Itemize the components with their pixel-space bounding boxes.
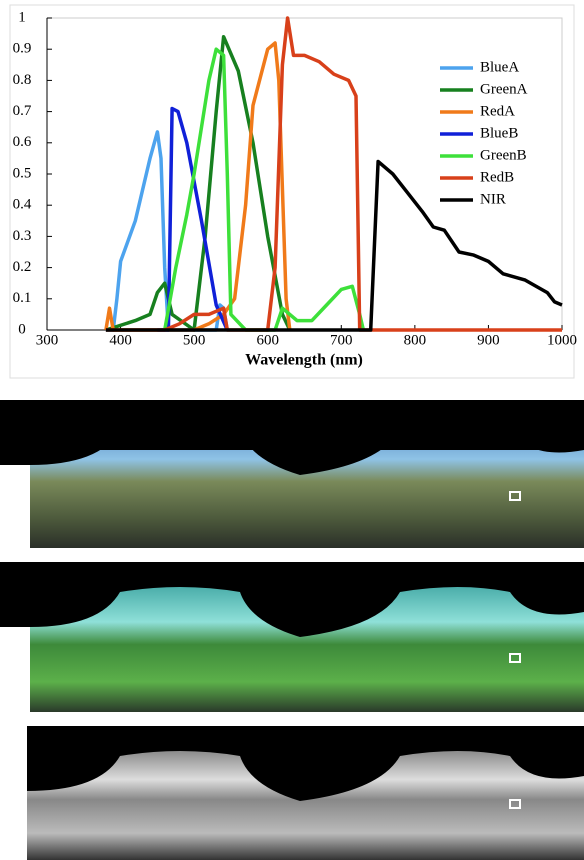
x-tick-label: 1000 bbox=[547, 332, 577, 348]
series-line bbox=[105, 16, 562, 332]
panel-1 bbox=[0, 400, 584, 548]
x-tick-label: 900 bbox=[477, 332, 500, 348]
panel-3 bbox=[27, 726, 584, 860]
chart: Wavelength (nm) 0 0.1 0.2 0.3 0.4 0.5 0.6 0.7 0.… bbox=[9, 4, 577, 379]
x-tick-label: 700 bbox=[330, 332, 353, 348]
y-tick-label: 0.4 bbox=[13, 197, 32, 213]
legend-label: GreenB bbox=[480, 147, 527, 163]
image-panels bbox=[0, 400, 584, 860]
legend-label: RedA bbox=[480, 103, 515, 119]
x-tick-label: 800 bbox=[404, 332, 427, 348]
series-line bbox=[105, 159, 563, 332]
legend-label: NIR bbox=[480, 191, 506, 207]
y-tick-label: 0.6 bbox=[13, 134, 32, 150]
y-tick-label: 0 bbox=[18, 321, 26, 337]
legend-label: BlueB bbox=[480, 125, 518, 141]
series-line bbox=[157, 106, 229, 332]
panel-2 bbox=[0, 562, 584, 712]
x-tick-label: 600 bbox=[256, 332, 279, 348]
y-tick-label: 0.2 bbox=[13, 259, 32, 275]
y-tick-label: 0.9 bbox=[13, 41, 32, 57]
x-tick-label: 500 bbox=[183, 332, 206, 348]
y-tick-label: 0.8 bbox=[13, 72, 32, 88]
y-tick-label: 0.1 bbox=[13, 290, 32, 306]
y-tick-label: 0.7 bbox=[13, 103, 32, 119]
x-tick-label: 300 bbox=[36, 332, 59, 348]
y-tick-label: 1 bbox=[18, 9, 26, 25]
legend-label: GreenA bbox=[480, 81, 528, 97]
legend-label: RedB bbox=[480, 169, 514, 185]
x-axis-title: Wavelength (nm) bbox=[245, 352, 363, 369]
x-tick-label: 400 bbox=[109, 332, 132, 348]
y-tick-label: 0.5 bbox=[13, 165, 32, 181]
y-tick-label: 0.3 bbox=[13, 228, 32, 244]
legend-label: BlueA bbox=[480, 59, 519, 75]
